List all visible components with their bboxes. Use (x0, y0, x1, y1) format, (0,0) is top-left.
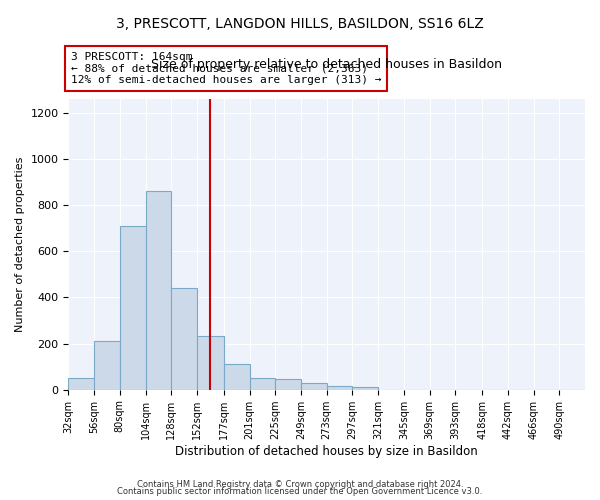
Bar (94, 342, 120, 390)
Bar (352, 388, 378, 390)
Text: Contains public sector information licensed under the Open Government Licence v3: Contains public sector information licen… (118, 487, 482, 496)
Bar (171, 288, 197, 390)
Bar (146, 192, 171, 390)
Y-axis label: Number of detached properties: Number of detached properties (15, 156, 25, 332)
Text: 3, PRESCOTT, LANGDON HILLS, BASILDON, SS16 6LZ: 3, PRESCOTT, LANGDON HILLS, BASILDON, SS… (116, 18, 484, 32)
Text: 3 PRESCOTT: 164sqm
← 88% of detached houses are smaller (2,363)
12% of semi-deta: 3 PRESCOTT: 164sqm ← 88% of detached hou… (71, 52, 381, 85)
Text: Contains HM Land Registry data © Crown copyright and database right 2024.: Contains HM Land Registry data © Crown c… (137, 480, 463, 489)
Title: Size of property relative to detached houses in Basildon: Size of property relative to detached ho… (151, 58, 502, 71)
X-axis label: Distribution of detached houses by size in Basildon: Distribution of detached houses by size … (175, 444, 478, 458)
Bar (120, 226, 146, 390)
Bar (197, 336, 224, 390)
Bar (301, 383, 327, 390)
Bar (275, 380, 301, 390)
Bar (327, 386, 352, 390)
Bar (68, 378, 94, 390)
Bar (224, 364, 250, 390)
Bar (250, 378, 275, 390)
